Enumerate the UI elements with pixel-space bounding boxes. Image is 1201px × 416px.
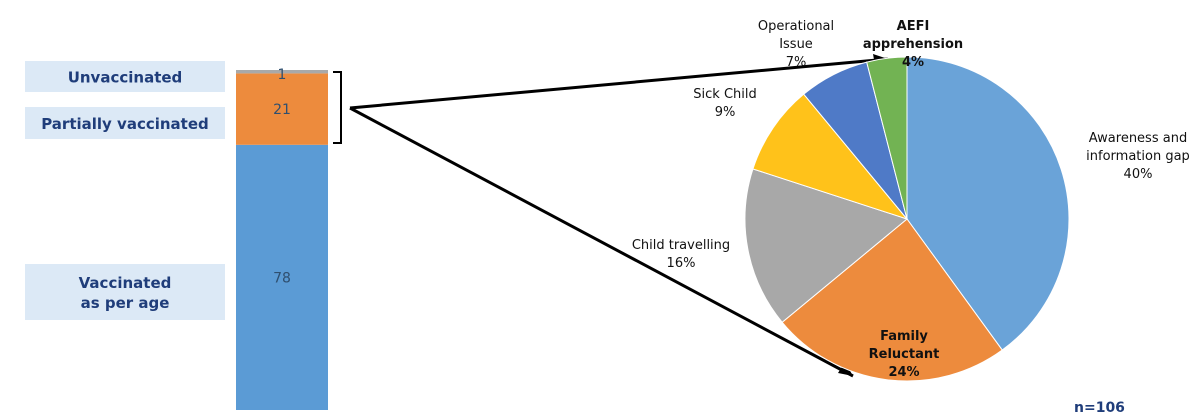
bar-value-unvaccinated: 1: [278, 67, 287, 83]
category-label-unvaccinated: Unvaccinated: [68, 69, 183, 87]
category-labels: Vaccinated as per age Partially vaccinated…: [25, 61, 225, 320]
pie-slice-child-travelling: [744, 168, 909, 323]
bracket: [333, 71, 342, 144]
category-label-partially-vaccinated: Partially vaccinated: [41, 115, 209, 133]
pie-slice-awareness-and-information-gap: [906, 56, 1070, 351]
pie-slice-family-reluctant: [781, 218, 1003, 382]
pie-label-child-travelling: Child travelling 16%: [632, 238, 730, 271]
stacked-bar-chart: 78 21 1: [236, 67, 328, 411]
connector-line-bottom: [349, 106, 854, 378]
bar-value-vaccinated-as-per-age: 78: [273, 270, 291, 286]
pie-labels: Awareness and information gap 40% Family Rel…: [632, 19, 1190, 380]
pie-label-operational-issue: Operational Issue 7%: [758, 19, 834, 70]
pie-label-sick-child: Sick Child 9%: [693, 87, 756, 120]
label-box-unvaccinated: [25, 61, 225, 92]
bar-segment-partially-vaccinated: [236, 73, 328, 145]
pie-label-family-reluctant: Family Reluctant 24%: [869, 329, 940, 380]
connector-line-top: [349, 57, 889, 110]
label-box-vaccinated-as-per-age: [25, 264, 225, 320]
pie-label-awareness-and-information-gap: Awareness and information gap 40%: [1086, 131, 1190, 182]
bar-segment-unvaccinated: [236, 70, 328, 74]
sample-size-note: n=106: [1074, 400, 1125, 416]
label-box-partially-vaccinated: [25, 107, 225, 139]
pie-slice-sick-child: [752, 93, 909, 221]
pie-chart: [744, 56, 1070, 382]
bar-segment-vaccinated-as-per-age: [236, 144, 328, 411]
category-label-vaccinated-as-per-age: Vaccinated as per age: [79, 274, 172, 312]
pie-label-aefi-apprehension: AEFI apprehension 4%: [863, 19, 963, 70]
pie-slice-aefi-apprehension: [866, 56, 908, 220]
bar-value-partially-vaccinated: 21: [273, 102, 291, 118]
